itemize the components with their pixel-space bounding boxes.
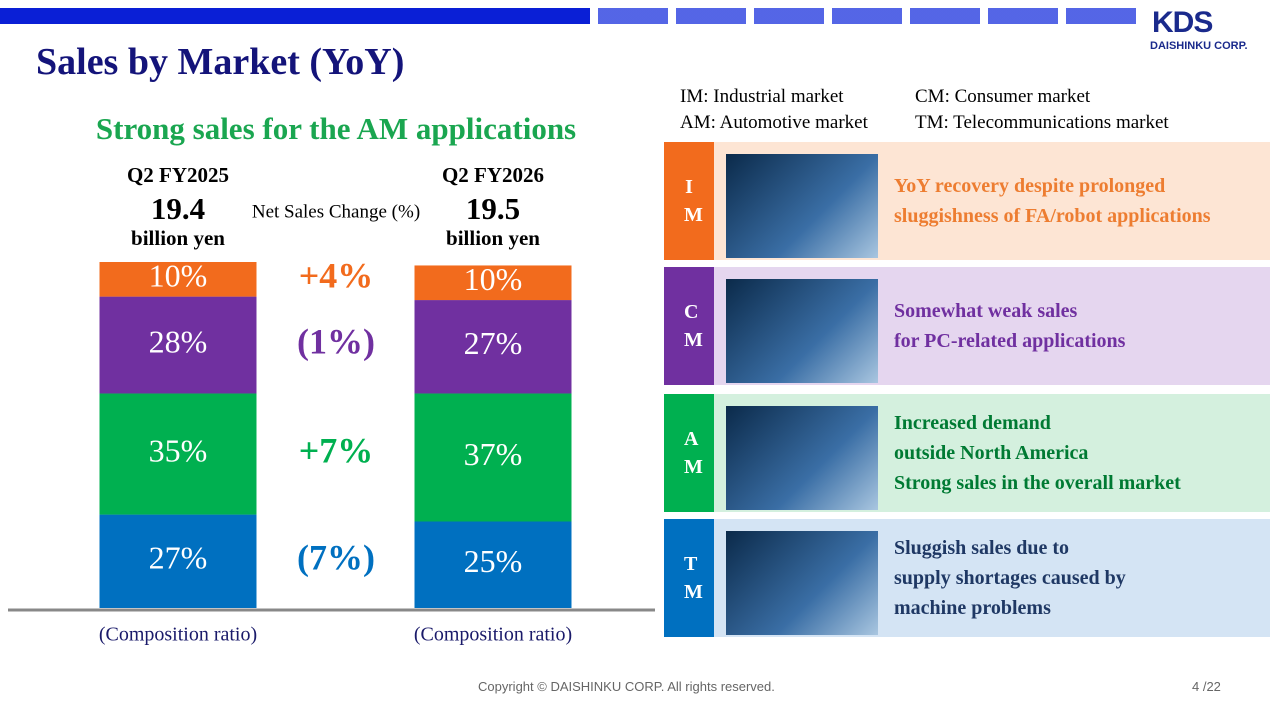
panel-photo — [726, 279, 878, 383]
panel-line: outside North America — [894, 442, 1089, 464]
subtitle: Strong sales for the AM applications — [96, 111, 576, 146]
change-label: +7% — [299, 430, 374, 470]
definitions: IM: Industrial market CM: Consumer marke… — [680, 84, 1215, 136]
market-panel: CM Somewhat weak sales for PC-related appl… — [664, 267, 1270, 385]
bar-segment — [414, 300, 572, 394]
value-label: 37% — [464, 436, 523, 472]
panel-photo — [726, 154, 878, 258]
value-label: 28% — [149, 323, 208, 359]
panel-photo — [726, 406, 878, 510]
market-panel: TM Sluggish sales due to supply shortages … — [664, 519, 1270, 637]
category-label: Q2 FY2025 — [127, 163, 229, 187]
value-label: 27% — [149, 540, 208, 576]
change-label: +4% — [299, 256, 374, 296]
bar-segment — [99, 296, 257, 394]
value-label: 35% — [149, 432, 208, 468]
top-stripe-blocks — [598, 8, 1138, 24]
panel-code: TM — [664, 519, 714, 637]
market-panel: IM YoY recovery despite prolonged sluggish… — [664, 142, 1270, 260]
panel-text: YoY recovery despite prolonged sluggishne… — [894, 142, 1211, 260]
market-panel: AM Increased demand outside North America S… — [664, 394, 1270, 512]
bar-segment — [414, 265, 572, 301]
chart: Strong sales for the AM applications Net … — [8, 111, 655, 646]
x-label: (Composition ratio) — [99, 624, 257, 646]
panel-code: IM — [664, 142, 714, 260]
panel-code-text: CM — [684, 301, 703, 351]
panel-line: Strong sales in the overall market — [894, 472, 1181, 494]
copyright: Copyright © DAISHINKU CORP. All rights r… — [478, 679, 775, 694]
bar-segment — [99, 514, 257, 608]
panel-line: sluggishness of FA/robot applications — [894, 205, 1211, 227]
definition: IM: Industrial market — [680, 86, 844, 107]
bar-segment — [414, 393, 572, 522]
panel-photo — [726, 531, 878, 635]
change-label: (7%) — [297, 538, 375, 578]
value-label: 10% — [149, 258, 208, 294]
category-label: Q2 FY2026 — [442, 163, 544, 187]
total-value: 19.5 — [466, 191, 520, 226]
value-label: 10% — [464, 261, 523, 297]
company: DAISHINKU CORP. — [1150, 40, 1248, 52]
definition: TM: Telecommunications market — [915, 112, 1169, 133]
x-label: (Composition ratio) — [414, 624, 572, 646]
total-unit: billion yen — [446, 226, 540, 250]
slide-title: Sales by Market (YoY) — [36, 41, 405, 83]
panel-code-text: IM — [684, 176, 703, 226]
panel-text: Somewhat weak sales for PC-related applic… — [894, 267, 1125, 385]
value-label: 27% — [464, 325, 523, 361]
panel-line: for PC-related applications — [894, 330, 1126, 352]
panel-line: Increased demand — [894, 412, 1051, 434]
logo: KDS — [1152, 6, 1213, 39]
total-unit: billion yen — [131, 226, 225, 250]
bar-segment — [414, 521, 572, 608]
panel-line: YoY recovery despite prolonged — [894, 175, 1166, 197]
panel-line: supply shortages caused by — [894, 567, 1126, 589]
change-label: (1%) — [297, 321, 375, 361]
value-label: 25% — [464, 543, 523, 579]
panel-text: Sluggish sales due to supply shortages ca… — [894, 519, 1126, 637]
panel-code: CM — [664, 267, 714, 385]
total-value: 19.4 — [151, 191, 205, 226]
top-stripe — [0, 8, 590, 24]
definition: AM: Automotive market — [680, 112, 868, 133]
panel-code-text: TM — [684, 553, 703, 603]
change-title: Net Sales Change (%) — [252, 201, 420, 222]
panel-line: Somewhat weak sales — [894, 300, 1078, 322]
panel-line: machine problems — [894, 597, 1051, 619]
bar-segment — [99, 393, 257, 515]
bar-segment — [99, 262, 257, 297]
panel-code: AM — [664, 394, 714, 512]
definition: CM: Consumer market — [915, 86, 1091, 107]
panel-code-text: AM — [684, 428, 703, 478]
panel-line: Sluggish sales due to — [894, 537, 1070, 559]
panel-text: Increased demand outside North America Str… — [894, 394, 1181, 512]
page-number: 4 /22 — [1192, 679, 1221, 694]
